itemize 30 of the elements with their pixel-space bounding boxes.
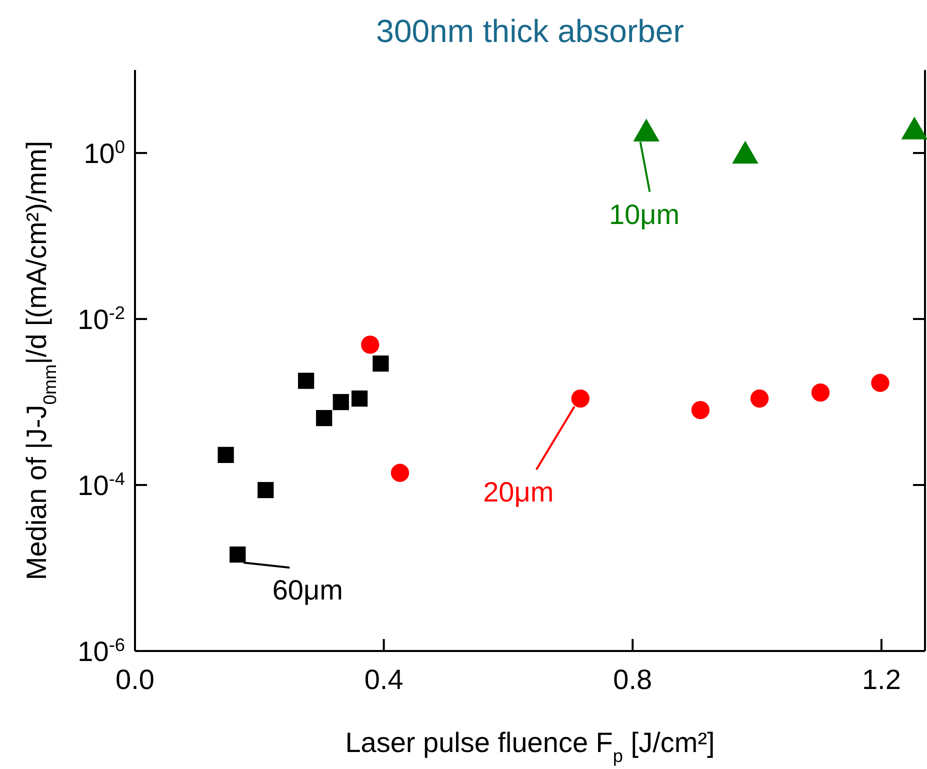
x-tick-label: 0.0 — [116, 664, 154, 695]
annotation: 60μm — [272, 574, 343, 606]
y-tick-label: 10$^{0}$ — [84, 137, 125, 169]
point — [390, 464, 410, 482]
point — [871, 374, 890, 392]
point — [732, 140, 758, 164]
annotation: 10μm — [609, 198, 680, 230]
point — [316, 410, 332, 426]
point — [218, 446, 234, 464]
x-tick-label: 1.2 — [862, 664, 901, 695]
x-tick-label: 0.4 — [364, 664, 404, 695]
point — [571, 389, 590, 408]
point — [332, 394, 349, 410]
point — [361, 336, 380, 354]
point — [372, 356, 389, 372]
y-tick-label: 10$^{-2}$ — [78, 303, 125, 335]
point — [298, 372, 314, 389]
y-tick-label: 10$^{-6}$ — [78, 635, 125, 667]
point — [691, 400, 710, 420]
x-axis-title: Laser pulse fluence F$_{p}$ [J/cm²] — [345, 727, 715, 766]
y-tick-label: 10$^{-4}$ — [78, 469, 125, 501]
point — [633, 118, 660, 142]
x-tick-label: 0.8 — [613, 664, 652, 695]
annotation: 20μm — [483, 476, 554, 508]
chart-title: 300nm thick absorber — [376, 13, 684, 49]
point — [258, 482, 274, 498]
point — [811, 383, 830, 402]
point — [901, 116, 927, 140]
point — [750, 389, 769, 408]
point — [351, 390, 368, 407]
